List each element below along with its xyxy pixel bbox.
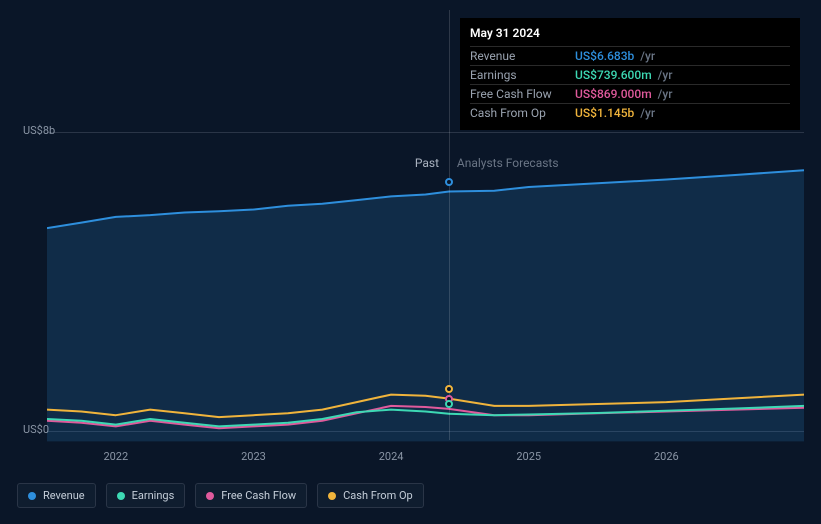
tooltip-date: May 31 2024 — [470, 26, 790, 40]
tooltip: May 31 2024 RevenueUS$6.683b /yrEarnings… — [460, 18, 800, 130]
legend-label: Earnings — [132, 489, 175, 502]
x-axis-label: 2024 — [379, 450, 404, 463]
forecast-label: Analysts Forecasts — [457, 156, 559, 170]
tooltip-row: Cash From OpUS$1.145b /yr — [470, 103, 790, 122]
marker-cash_from_op — [445, 385, 453, 393]
legend-dot-icon — [117, 492, 125, 500]
tooltip-unit: /yr — [637, 49, 655, 63]
y-axis-label: US$8b — [23, 124, 55, 137]
past-label: Past — [415, 156, 439, 170]
legend-label: Revenue — [43, 489, 85, 502]
tooltip-value: US$1.145b /yr — [575, 106, 655, 120]
x-axis-label: 2026 — [654, 450, 679, 463]
legend-dot-icon — [28, 492, 36, 500]
x-axis-labels: 2022 2023 2024 2025 2026 — [17, 450, 804, 470]
legend-label: Cash From Op — [343, 489, 413, 502]
tooltip-row: Free Cash FlowUS$869.000m /yr — [470, 84, 790, 103]
y-axis-label: US$0 — [23, 423, 49, 436]
legend-dot-icon — [206, 492, 214, 500]
tooltip-row: RevenueUS$6.683b /yr — [470, 46, 790, 65]
legend-label: Free Cash Flow — [221, 489, 296, 502]
legend-item-cash_from_op[interactable]: Cash From Op — [317, 483, 424, 508]
tooltip-unit: /yr — [637, 106, 655, 120]
tooltip-unit: /yr — [655, 87, 673, 101]
tooltip-label: Free Cash Flow — [470, 87, 575, 101]
x-axis-label: 2023 — [241, 450, 266, 463]
x-axis-label: 2025 — [516, 450, 541, 463]
x-axis-label: 2022 — [103, 450, 128, 463]
tooltip-value: US$6.683b /yr — [575, 49, 655, 63]
tooltip-row: EarningsUS$739.600m /yr — [470, 65, 790, 84]
legend: Revenue Earnings Free Cash Flow Cash From O… — [17, 483, 424, 508]
divider-line — [449, 10, 450, 440]
legend-item-revenue[interactable]: Revenue — [17, 483, 96, 508]
marker-revenue — [445, 178, 453, 186]
legend-dot-icon — [328, 492, 336, 500]
tooltip-value: US$739.600m /yr — [575, 68, 672, 82]
marker-earnings — [445, 400, 453, 408]
tooltip-label: Cash From Op — [470, 106, 575, 120]
tooltip-unit: /yr — [655, 68, 673, 82]
tooltip-value: US$869.000m /yr — [575, 87, 672, 101]
tooltip-label: Earnings — [470, 68, 575, 82]
tooltip-label: Revenue — [470, 49, 575, 63]
legend-item-free_cash_flow[interactable]: Free Cash Flow — [195, 483, 307, 508]
legend-item-earnings[interactable]: Earnings — [106, 483, 186, 508]
